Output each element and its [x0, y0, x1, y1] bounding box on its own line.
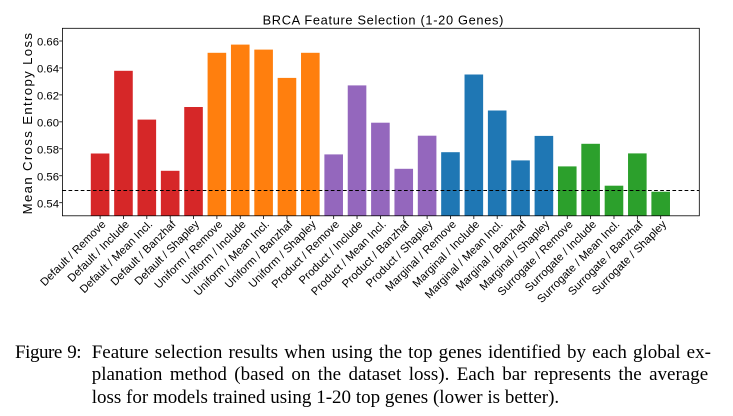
svg-text:Mean Cross Entropy Loss: Mean Cross Entropy Loss — [20, 32, 35, 215]
svg-text:0.54: 0.54 — [37, 198, 59, 210]
svg-text:0.64: 0.64 — [37, 64, 59, 76]
svg-text:0.58: 0.58 — [37, 145, 59, 157]
svg-text:0.66: 0.66 — [37, 37, 59, 49]
svg-text:0.56: 0.56 — [37, 171, 59, 183]
svg-text:0.62: 0.62 — [37, 91, 59, 103]
svg-text:BRCA Feature Selection (1-20 G: BRCA Feature Selection (1-20 Genes) — [263, 12, 504, 27]
svg-text:0.60: 0.60 — [37, 118, 59, 130]
